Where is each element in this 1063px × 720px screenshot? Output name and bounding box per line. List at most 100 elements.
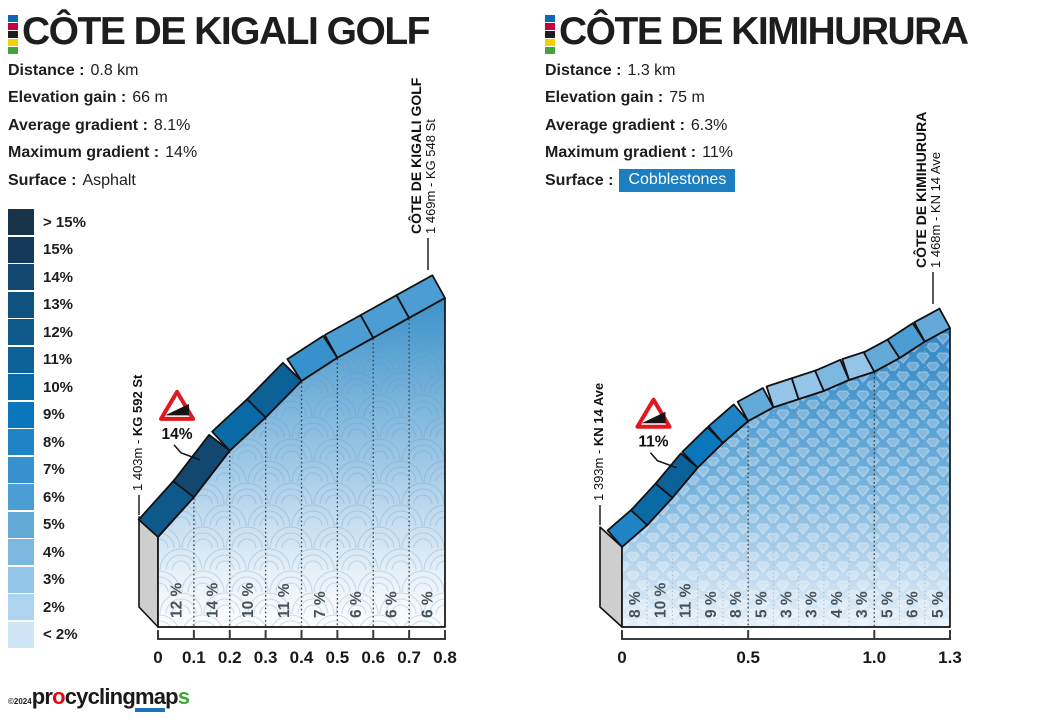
stat-label: Maximum gradient : (8, 144, 160, 162)
stat-value: 1.3 km (627, 61, 676, 79)
uci-rainbow-bar (545, 15, 555, 54)
surface-badge: Cobblestones (619, 169, 736, 193)
segment-gradient-label: 6 % (905, 591, 922, 618)
segment-gradient-label: 8 % (627, 591, 644, 618)
segment-gradient-label: 3 % (804, 591, 821, 618)
legend-label: 11% (43, 351, 73, 368)
climb-profile-chart-left: 12 % 14 % 10 % 11 % 7 % 6 % 6 % 6 % 0 0.1 0.2 0.3 0.… (130, 77, 457, 667)
gradient-legend: > 15% 15% 14% 13% 12% 11% 10% 9% 8% 7% 6% 5% 4% 3% 2% <… (8, 209, 86, 648)
brand-part: cycling (64, 684, 136, 709)
brand-part: s (177, 684, 190, 709)
legend-item: 3% (8, 566, 86, 593)
segment-gradient-label: 6 % (348, 591, 365, 618)
axis-tick-label: 0.2 (218, 648, 242, 667)
x-axis: 0 0.1 0.2 0.3 0.4 0.5 0.6 0.7 0.8 (153, 630, 457, 667)
legend-label: 4% (43, 543, 65, 561)
segment-gradient-label: 3 % (854, 591, 871, 618)
legend-swatch (8, 374, 34, 400)
legend-item: 10% (8, 374, 86, 400)
max-gradient-leader (173, 444, 201, 461)
uci-bar-block (8, 47, 18, 54)
uci-bar-block (8, 31, 18, 38)
legend-item: 6% (8, 484, 86, 510)
segment-gradient-label: 11 % (678, 583, 695, 618)
stat-label: Distance : (8, 61, 85, 79)
max-gradient-leader (649, 452, 677, 469)
legend-item: > 15% (8, 209, 86, 235)
legend-item: 5% (8, 511, 86, 538)
segment-gradient-label: 5 % (879, 591, 896, 618)
summit-elevation-label: 1 468m - KN 14 Ave (928, 152, 943, 268)
stat-label: Distance : (545, 61, 622, 79)
legend-swatch (8, 401, 34, 428)
segment-gradient-label: 3 % (778, 591, 795, 618)
summit-name-label: CÔTE DE KIMIHURURA (912, 112, 929, 268)
legend-label: 13% (43, 296, 74, 313)
axis-tick-label: 0.1 (182, 648, 206, 667)
max-gradient-value: 14% (162, 426, 193, 443)
climb-title-right: CÔTE DE KIMIHURURA (559, 10, 969, 53)
segment-gradient-label: 5 % (753, 591, 770, 618)
legend-label: 9% (43, 406, 65, 423)
stat-value: 75 m (669, 89, 705, 107)
uci-bar-block (545, 31, 555, 38)
stat-value: 11% (702, 144, 733, 162)
legend-item: < 2% (8, 621, 86, 648)
stat-row: Distance : 1.3 km (545, 57, 735, 85)
slope-wedge-icon (165, 403, 190, 416)
gradient-band (606, 307, 951, 548)
segment-gradient-label: 10 % (240, 582, 257, 618)
segment-gradient-label: 6 % (384, 591, 401, 618)
stat-row: Surface : Asphalt (8, 167, 197, 195)
start-elevation-label: 1 403m - KG 592 St (130, 374, 145, 491)
uci-rainbow-bar (8, 15, 18, 54)
legend-label: 8% (43, 433, 65, 451)
uci-bar-block (8, 39, 18, 46)
stat-row: Maximum gradient : 11% (545, 140, 735, 168)
axis-tick-label: 1.0 (862, 648, 886, 667)
legend-swatch (8, 539, 34, 565)
segment-gradient-label: 8 % (728, 591, 745, 618)
summit-elevation-label: 1 469m - KG 548 St (423, 119, 438, 234)
legend-swatch (8, 236, 34, 263)
stat-row: Average gradient : 6.3% (545, 112, 735, 140)
legend-label: 3% (43, 571, 65, 588)
stat-label: Surface : (545, 171, 614, 189)
legend-label: 10% (43, 378, 74, 396)
axis-tick-label: 0.5 (326, 648, 350, 667)
stat-row: Distance : 0.8 km (8, 57, 197, 85)
legend-swatch (8, 319, 34, 345)
legend-item: 15% (8, 236, 86, 263)
climb-card-left-header: CÔTE DE KIGALI GOLF (8, 12, 431, 54)
legend-item: 13% (8, 291, 86, 318)
legend-label: 7% (43, 461, 65, 478)
slope-wedge-icon (641, 411, 666, 424)
segment-gradient-label: 7 % (312, 591, 329, 618)
axis-tick-label: 0 (153, 648, 162, 667)
axis-tick-label: 1.3 (938, 648, 962, 667)
legend-swatch (8, 484, 34, 510)
legend-label: 15% (43, 241, 74, 258)
stat-value: Asphalt (82, 171, 136, 189)
axis-tick-label: 0.5 (736, 648, 760, 667)
max-gradient-sign: 11% (635, 397, 677, 469)
stat-label: Elevation gain : (545, 89, 664, 107)
legend-item: 14% (8, 264, 86, 290)
profile-outline (157, 297, 446, 628)
legend-swatch (8, 456, 34, 483)
segment-gradient-label: 6 % (420, 591, 437, 618)
legend-swatch (8, 511, 34, 538)
brand-part: ma (134, 686, 166, 712)
stat-row: Elevation gain : 66 m (8, 85, 197, 113)
uci-bar-block (545, 23, 555, 30)
stat-row: Surface : Cobblestones (545, 167, 736, 195)
stat-label: Average gradient : (8, 116, 148, 134)
brand-part: p (165, 684, 178, 709)
legend-swatch (8, 264, 34, 290)
legend-label: > 15% (43, 213, 86, 231)
brand-footer: ©2024 procyclingmaps (8, 684, 190, 712)
max-gradient-value: 11% (638, 434, 668, 451)
uci-bar-block (8, 23, 18, 30)
axis-tick-label: 0.3 (254, 648, 278, 667)
axis-tick-label: 0.4 (290, 648, 314, 667)
